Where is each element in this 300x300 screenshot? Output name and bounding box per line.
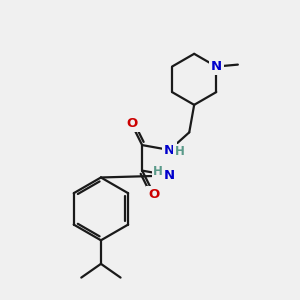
Text: N: N <box>211 60 222 73</box>
Text: N: N <box>164 143 175 157</box>
Text: H: H <box>175 146 184 158</box>
Text: O: O <box>148 188 160 201</box>
Text: O: O <box>127 117 138 130</box>
Text: H: H <box>153 165 163 178</box>
Text: N: N <box>164 169 175 182</box>
